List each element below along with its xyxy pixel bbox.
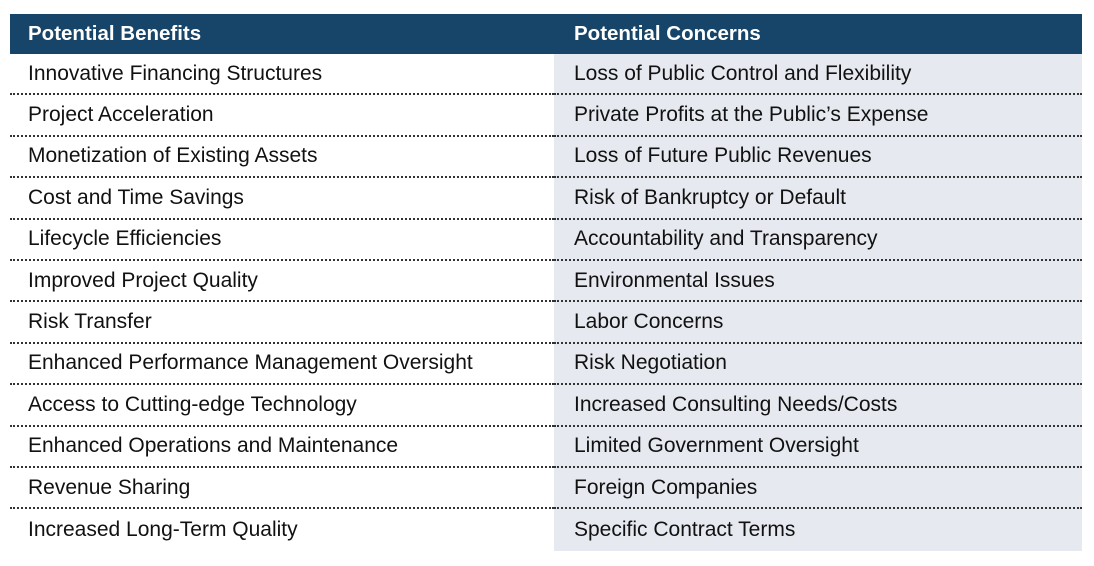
benefit-cell: Innovative Financing Structures xyxy=(10,54,554,96)
benefit-cell: Risk Transfer xyxy=(10,302,554,344)
concern-cell: Risk of Bankruptcy or Default xyxy=(554,178,1082,220)
concern-cell: Limited Government Oversight xyxy=(554,426,1082,468)
table-row: Enhanced Operations and Maintenance Limi… xyxy=(10,426,1082,468)
benefits-concerns-table: Potential Benefits Potential Concerns In… xyxy=(10,14,1082,551)
table-row: Increased Long-Term Quality Specific Con… xyxy=(10,509,1082,551)
table-row: Innovative Financing Structures Loss of … xyxy=(10,54,1082,96)
header-potential-benefits: Potential Benefits xyxy=(28,22,202,45)
benefit-cell: Access to Cutting-edge Technology xyxy=(10,385,554,427)
concern-cell: Labor Concerns xyxy=(554,302,1082,344)
benefit-cell: Enhanced Performance Management Oversigh… xyxy=(10,343,554,386)
concern-cell: Loss of Future Public Revenues xyxy=(554,136,1082,179)
table-header: Potential Benefits Potential Concerns xyxy=(10,14,1082,54)
table-row: Cost and Time Savings Risk of Bankruptcy… xyxy=(10,178,1082,220)
table-row: Enhanced Performance Management Oversigh… xyxy=(10,343,1082,386)
header-potential-concerns: Potential Concerns xyxy=(574,22,761,45)
concern-cell: Risk Negotiation xyxy=(554,343,1082,386)
benefit-cell: Lifecycle Efficiencies xyxy=(10,219,554,261)
table-row: Revenue Sharing Foreign Companies xyxy=(10,467,1082,510)
table-row: Risk Transfer Labor Concerns xyxy=(10,302,1082,344)
table-row: Monetization of Existing Assets Loss of … xyxy=(10,136,1082,179)
benefit-cell: Improved Project Quality xyxy=(10,260,554,303)
concern-cell: Environmental Issues xyxy=(554,260,1082,303)
concern-cell: Loss of Public Control and Flexibility xyxy=(554,54,1082,96)
benefit-cell: Monetization of Existing Assets xyxy=(10,136,554,179)
benefit-cell: Cost and Time Savings xyxy=(10,178,554,220)
benefit-cell: Project Acceleration xyxy=(10,95,554,137)
concern-cell: Private Profits at the Public’s Expense xyxy=(554,95,1082,137)
benefit-cell: Increased Long-Term Quality xyxy=(10,509,554,551)
table-row: Improved Project Quality Environmental I… xyxy=(10,260,1082,303)
table-row: Access to Cutting-edge Technology Increa… xyxy=(10,385,1082,427)
concern-cell: Foreign Companies xyxy=(554,467,1082,510)
table-row: Project Acceleration Private Profits at … xyxy=(10,95,1082,137)
table-row: Lifecycle Efficiencies Accountability an… xyxy=(10,219,1082,261)
concern-cell: Specific Contract Terms xyxy=(554,509,1082,551)
concern-cell: Increased Consulting Needs/Costs xyxy=(554,385,1082,427)
benefit-cell: Revenue Sharing xyxy=(10,467,554,510)
benefit-cell: Enhanced Operations and Maintenance xyxy=(10,426,554,468)
concern-cell: Accountability and Transparency xyxy=(554,219,1082,261)
